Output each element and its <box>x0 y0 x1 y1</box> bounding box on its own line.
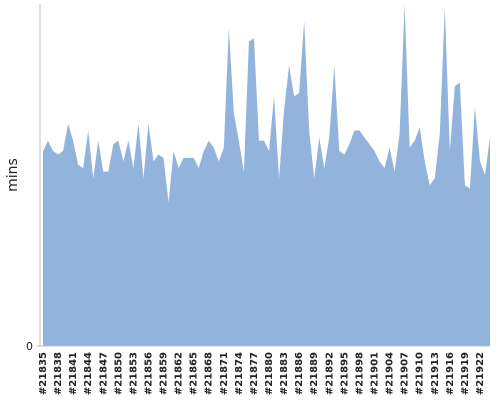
y-axis-label: mins <box>5 158 21 192</box>
x-tick-label: #21880 <box>264 352 275 395</box>
x-tick-label: #21913 <box>430 352 441 395</box>
y-tick-label: 0 <box>26 340 33 353</box>
x-tick-label: #21889 <box>309 352 320 395</box>
x-tick-label: #21853 <box>128 352 139 395</box>
x-tick-label: #21874 <box>234 352 245 395</box>
x-tick-label: #21883 <box>279 352 290 395</box>
x-tick-label: #21856 <box>143 352 154 395</box>
x-tick-label: #21916 <box>445 352 456 395</box>
x-tick-label: #21910 <box>415 352 426 395</box>
area <box>43 4 490 346</box>
x-tick-label: #21898 <box>354 352 365 395</box>
x-tick-label: #21844 <box>83 352 94 395</box>
x-tick-label: #21877 <box>249 352 260 395</box>
x-tick-label: #21850 <box>113 352 124 395</box>
x-tick-label: #21865 <box>189 352 200 395</box>
x-tick-label: #21892 <box>324 352 335 395</box>
x-tick-label: #21859 <box>159 352 170 395</box>
x-tick-label: #21862 <box>174 352 185 395</box>
x-tick-label: #21847 <box>98 352 109 395</box>
x-tick-label: #21886 <box>294 352 305 395</box>
x-tick-label: #21901 <box>369 352 380 395</box>
x-tick-label: #21895 <box>339 352 350 395</box>
x-tick-label: #21838 <box>53 352 64 395</box>
x-tick-label: #21904 <box>385 352 396 395</box>
x-tick-label: #21871 <box>219 352 230 395</box>
x-tick-label: #21919 <box>460 352 471 395</box>
x-tick-label: #21835 <box>38 352 49 395</box>
x-tick-label: #21907 <box>400 352 411 395</box>
x-tick-label: #21922 <box>475 352 486 395</box>
x-tick-label: #21841 <box>68 352 79 395</box>
x-tick-label: #21868 <box>204 352 215 395</box>
